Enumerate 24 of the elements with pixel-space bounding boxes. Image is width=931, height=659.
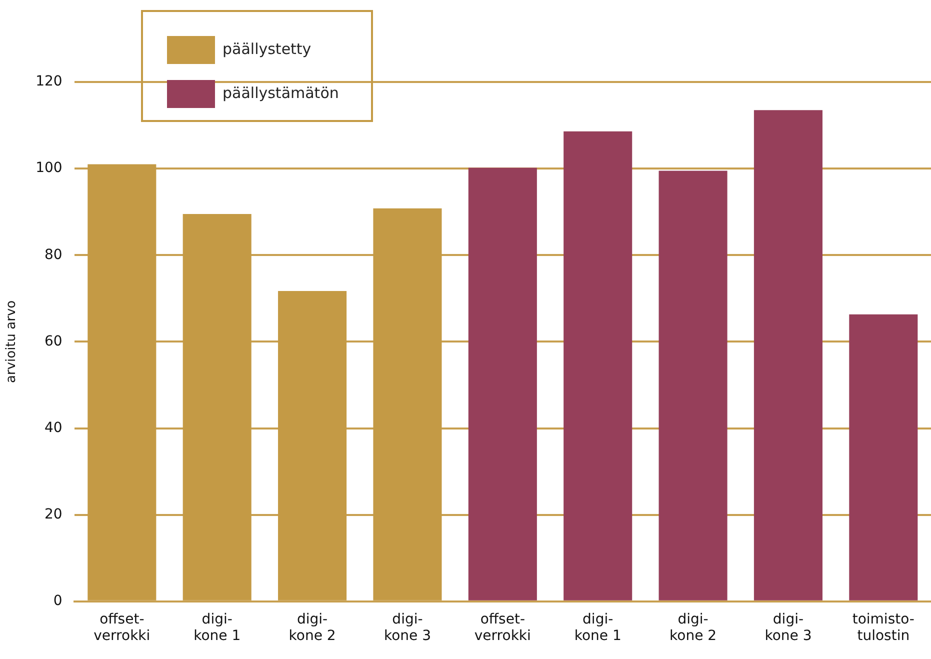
y-tick-label: 100: [36, 160, 62, 176]
x-tick-label: digi- kone 3: [764, 611, 812, 644]
x-tick-label: digi- kone 1: [194, 611, 241, 644]
legend-label: päällystämätön: [222, 84, 339, 102]
x-tick-label: toimisto- tulostin: [852, 611, 914, 644]
x-tick-label: offset- verrokki: [94, 611, 150, 644]
bar: [564, 131, 632, 600]
bar: [754, 110, 822, 600]
y-tick-label: 40: [44, 420, 62, 436]
x-tick-label: offset- verrokki: [474, 611, 531, 644]
legend-label: päällystetty: [222, 40, 312, 58]
x-tick-label: digi- kone 3: [384, 611, 431, 644]
y-tick-label: 120: [36, 74, 62, 90]
y-tick-label: 60: [44, 333, 62, 350]
y-tick-label: 0: [53, 593, 62, 610]
x-tick-label: digi- kone 2: [670, 611, 717, 644]
y-axis-title: arvioitu arvo: [4, 300, 20, 384]
y-tick-label: 80: [44, 246, 62, 263]
bar: [849, 314, 918, 600]
x-tick-label: digi- kone 1: [574, 611, 622, 644]
bar: [658, 170, 728, 600]
y-tick-label: 20: [44, 506, 62, 522]
bar: [468, 168, 537, 600]
x-tick-label: digi- kone 2: [288, 611, 336, 644]
